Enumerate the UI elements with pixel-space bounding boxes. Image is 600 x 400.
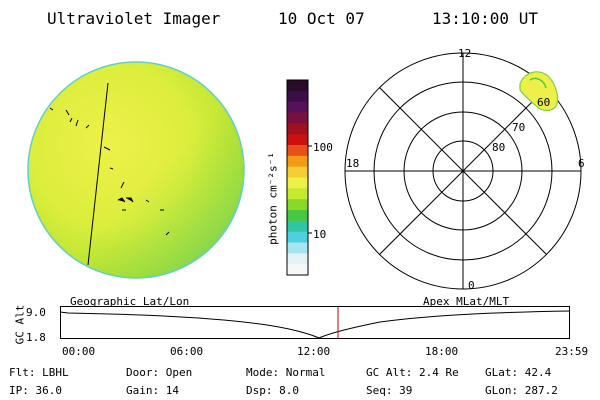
auroral-emission-region — [519, 71, 559, 112]
timeline-left-label: Geographic Lat/Lon — [70, 295, 190, 308]
polar-label-60: 60 — [537, 96, 551, 109]
time-tick-0: 00:00 — [62, 345, 96, 358]
gain-info: Gain: 14 — [126, 384, 179, 397]
time-tick-4: 23:59 — [555, 345, 589, 358]
ip-info: IP: 36.0 — [9, 384, 62, 397]
timeline-axis-label: GC Alt — [13, 304, 27, 345]
glat-info: GLat: 42.4 — [485, 366, 552, 379]
colorbar-swatch — [287, 80, 308, 92]
polar-label-80: 80 — [492, 141, 506, 154]
colorbar-swatch — [287, 177, 308, 189]
earth-disk-image — [27, 61, 245, 279]
colorbar-swatch — [287, 166, 308, 179]
polar-label-0: 0 — [468, 279, 475, 292]
polar-mlat-mlt-plot — [344, 52, 582, 290]
filter-info: Flt: LBHL — [9, 366, 69, 379]
timeline-right-label: Apex MLat/MLT — [423, 295, 510, 308]
time-tick-3: 18:00 — [425, 345, 459, 358]
mode-info: Mode: Normal — [246, 366, 326, 379]
date-label: 10 Oct 07 — [278, 9, 365, 28]
color-scale-bar — [286, 79, 312, 276]
time-tick-2: 12:00 — [297, 345, 331, 358]
polar-label-12: 12 — [458, 47, 472, 60]
colorbar-swatch — [287, 123, 308, 135]
time-label: 13:10:00 UT — [432, 9, 538, 28]
dsp-info: Dsp: 8.0 — [246, 384, 299, 397]
colorbar-swatch — [287, 242, 308, 254]
colorbar-swatch — [287, 188, 308, 200]
colorbar-frame — [286, 79, 309, 276]
colorbar-swatch — [287, 145, 308, 157]
colorbar-swatch — [287, 220, 308, 233]
altitude-curve — [59, 310, 571, 339]
colorbar-swatch — [287, 155, 308, 168]
instrument-title: Ultraviolet Imager — [47, 9, 221, 28]
altitude-timeline-plot — [59, 306, 571, 339]
polar-label-6: 6 — [578, 157, 585, 170]
glon-info: GLon: 287.2 — [485, 384, 558, 397]
colorbar-tick-10: 10 — [313, 228, 327, 241]
colorbar-swatch — [287, 264, 308, 276]
timeline-y-bottom: 1.8 — [26, 331, 46, 344]
colorbar-swatch — [287, 90, 308, 103]
seq-info: Seq: 39 — [366, 384, 413, 397]
colorbar-swatch — [287, 101, 308, 114]
gc-alt-info: GC Alt: 2.4 Re — [366, 366, 459, 379]
terminator-line — [87, 82, 109, 266]
colorbar-tick-100: 100 — [313, 141, 333, 154]
colorbar-swatch — [287, 231, 308, 244]
colorbar-swatch — [287, 253, 308, 265]
colorbar-swatch — [287, 112, 308, 124]
colorbar-swatch — [287, 210, 308, 222]
time-tick-1: 06:00 — [170, 345, 204, 358]
colorbar-unit-label: photon cm⁻²s⁻¹ — [266, 152, 280, 245]
timeline-y-top: 9.0 — [26, 306, 46, 319]
door-info: Door: Open — [126, 366, 193, 379]
colorbar-swatch — [287, 199, 308, 211]
polar-label-70: 70 — [512, 121, 526, 134]
coastline-fragments — [49, 107, 170, 236]
colorbar-swatch — [287, 134, 308, 146]
polar-label-18: 18 — [346, 157, 360, 170]
